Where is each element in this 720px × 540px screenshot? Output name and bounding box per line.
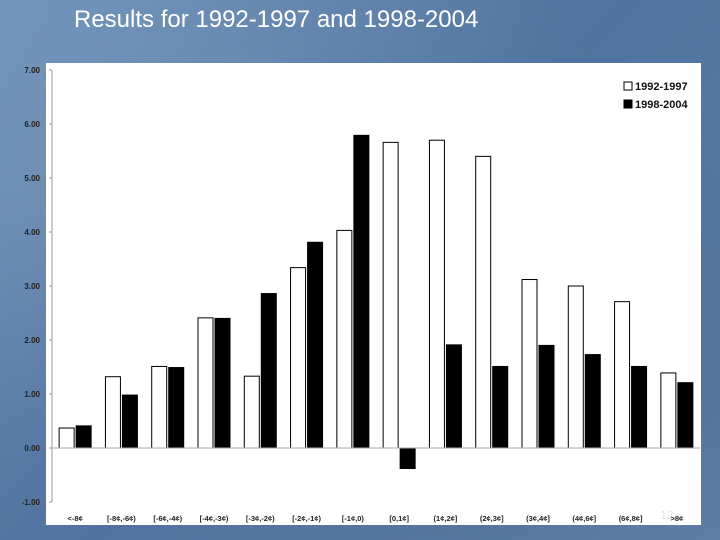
bar-1998-2004 [260,293,277,449]
bar-1998-2004 [214,317,231,449]
bar-1992-1997 [614,301,631,449]
legend-label: 1992-1997 [635,81,688,93]
bar-1992-1997 [58,427,75,449]
x-tick-label: >8¢ [670,514,683,523]
bar-1998-2004 [492,365,509,449]
legend-swatch [623,99,633,109]
bar-1998-2004 [584,354,601,449]
bar-1998-2004 [538,344,555,449]
y-tick-label: 3.00 [24,282,40,291]
y-tick-label: 4.00 [24,228,40,237]
bar-1992-1997 [151,365,168,449]
x-tick-label: (3¢,4¢] [526,514,550,523]
y-tick-label: 2.00 [24,336,40,345]
slide-title: Results for 1992-1997 and 1998-2004 [74,6,479,33]
bar-1992-1997 [336,229,353,449]
x-tick-label: [-3¢,-2¢) [246,514,275,523]
x-tick-label: (2¢,3¢] [480,514,504,523]
axes-group: 7.00 6.00 5.00 4.00 3.00 2.00 1.00 0.00 -1.00 <-8… [22,66,700,523]
bar-1992-1997 [104,376,121,449]
bar-1992-1997 [567,285,584,449]
plot-background [46,63,701,525]
bar-1992-1997 [660,372,677,449]
bar-1992-1997 [290,267,307,449]
x-tick-label: (6¢,8¢] [619,514,643,523]
bar-1992-1997 [382,141,399,449]
bar-1992-1997 [475,155,492,449]
y-tick-label: 5.00 [24,174,40,183]
x-tick-label: [0,1¢] [389,514,409,523]
legend: 1992-1997 1998-2004 [623,81,688,111]
x-tick-label: (4¢,6¢] [572,514,596,523]
y-tick-label: 0.00 [24,444,40,453]
bar-1998-2004 [445,344,462,449]
x-tick-label: [-1¢,0) [342,514,365,523]
x-tick-label: [-2¢,-1¢) [292,514,321,523]
x-tick-label: <-8¢ [68,514,83,523]
bar-1998-2004 [353,134,370,449]
bar-1998-2004 [307,241,324,449]
legend-label: 1998-2004 [635,99,688,111]
x-tick-label: [-4¢,-3¢) [200,514,229,523]
bar-1992-1997 [243,375,260,449]
bar-1998-2004 [677,382,694,449]
x-tick-label: [-8¢,-6¢) [107,514,136,523]
bar-1992-1997 [428,139,445,449]
bar-1998-2004 [168,367,185,449]
x-tick-label: (1¢,2¢] [434,514,458,523]
bar-1998-2004 [631,365,648,449]
bar-1992-1997 [197,317,214,449]
y-tick-label: 6.00 [24,120,40,129]
y-tick-label: 7.00 [24,66,40,75]
bar-1992-1997 [521,279,538,449]
legend-swatch [623,81,633,91]
bar-1998-2004 [121,394,138,449]
bars-group [58,134,694,470]
bar-1998-2004 [399,447,416,470]
x-tick-label: [-6¢,-4¢) [153,514,182,523]
y-tick-label: 1.00 [24,390,40,399]
page-number: 12 [660,508,674,522]
bar-1998-2004 [75,425,92,449]
y-tick-label: -1.00 [22,498,41,507]
